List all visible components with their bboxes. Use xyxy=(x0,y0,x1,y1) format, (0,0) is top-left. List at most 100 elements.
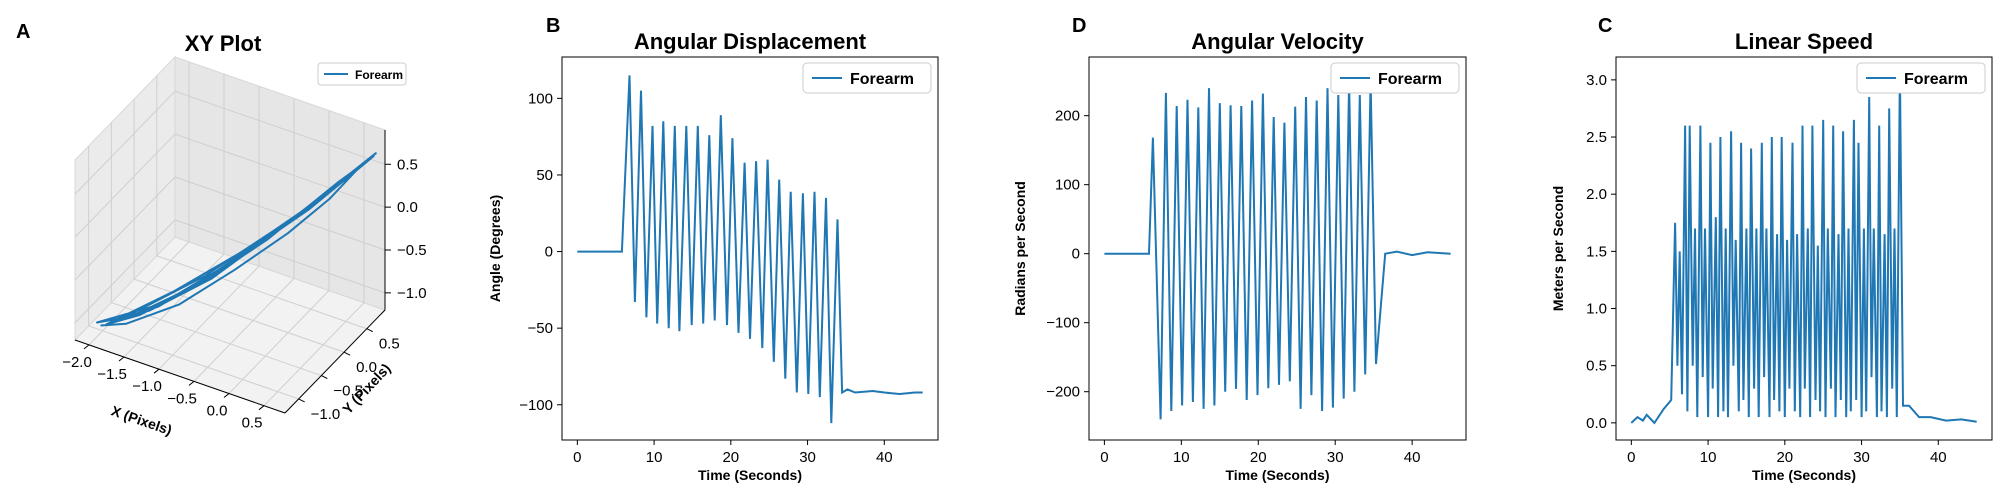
x-tick-label: −1.0 xyxy=(132,378,162,395)
y-tick-label: 0.0 xyxy=(356,359,377,376)
y-tick-label: 2.5 xyxy=(1586,129,1607,146)
x-tick-label: 40 xyxy=(876,449,893,466)
grid-line xyxy=(110,122,322,377)
x-tick-mark xyxy=(188,380,195,386)
legend-label: Forearm xyxy=(1904,71,1968,88)
x-axis-label: Time (Seconds) xyxy=(698,467,802,483)
z-tick-label: 0.0 xyxy=(397,199,418,216)
trajectory-line-forearm xyxy=(96,152,377,327)
x-tick-label: 20 xyxy=(1776,449,1793,466)
legend-label: Forearm xyxy=(355,68,403,82)
z-tick-label: −0.5 xyxy=(397,242,427,259)
y-axis-line xyxy=(284,309,386,414)
legend: Forearm xyxy=(317,62,407,86)
x-tick-label: −1.5 xyxy=(97,366,127,383)
x-tick-label: 10 xyxy=(1173,449,1190,466)
series-line-forearm xyxy=(577,75,923,424)
y-tick-mark xyxy=(366,328,374,333)
x-tick-label: 40 xyxy=(1404,449,1421,466)
y-tick-label: −0.5 xyxy=(333,383,363,400)
grid-line xyxy=(74,176,386,281)
x-tick-label: 0 xyxy=(1100,449,1108,466)
y-tick-label: −50 xyxy=(528,320,553,337)
y-axis-label: Meters per Second xyxy=(1550,186,1566,311)
grid-line xyxy=(263,122,365,407)
panel-label: A xyxy=(16,21,30,43)
panel-label: C xyxy=(1598,15,1612,37)
grid-line xyxy=(158,86,260,370)
x-tick-mark xyxy=(223,393,230,398)
grid-line xyxy=(156,75,367,330)
x-tick-label: 10 xyxy=(646,449,663,466)
grid-line xyxy=(228,110,330,394)
legend: Forearm xyxy=(1330,62,1460,94)
y-tick-label: 100 xyxy=(1055,177,1080,194)
chart-title: Linear Speed xyxy=(1735,29,1873,54)
x-tick-label: 0 xyxy=(1627,449,1635,466)
chart-title: Angular Displacement xyxy=(634,29,867,54)
panel-label: D xyxy=(1072,15,1086,37)
y-tick-label: −200 xyxy=(1046,384,1080,401)
y-tick-label: 100 xyxy=(528,90,553,107)
grid-line xyxy=(88,61,190,346)
x-tick-label: 10 xyxy=(1700,449,1717,466)
y-tick-label: −100 xyxy=(519,397,553,414)
legend-box xyxy=(1856,62,1986,94)
x-tick-label: 30 xyxy=(1853,449,1870,466)
x-axis-line xyxy=(74,339,286,414)
legend-label: Forearm xyxy=(850,71,914,88)
x-tick-label: 30 xyxy=(799,449,816,466)
y-tick-label: 3.0 xyxy=(1586,72,1607,89)
y-tick-label: 1.5 xyxy=(1586,243,1607,260)
legend: Forearm xyxy=(1856,62,1986,94)
x-axis-label: Time (Seconds) xyxy=(1752,467,1856,483)
y-tick-label: 1.0 xyxy=(1586,301,1607,318)
chart-title: Angular Velocity xyxy=(1191,29,1364,54)
legend-label: Forearm xyxy=(1378,71,1442,88)
x-axis-label: X (Pixels) xyxy=(109,402,174,438)
y-tick-label: 2.0 xyxy=(1586,186,1607,203)
y-tick-mark xyxy=(321,375,328,379)
x-tick-label: 0.5 xyxy=(242,415,263,432)
grid-line xyxy=(123,74,225,358)
grid-line xyxy=(74,90,386,195)
x-tick-mark xyxy=(118,356,125,362)
y-axis-label: Radians per Second xyxy=(1012,181,1028,316)
legend-box xyxy=(1330,62,1460,94)
panel-B: B Angular Displacement 0 10 20 30 40 −100 −50 0 50… xyxy=(487,15,939,483)
x-tick-label: 0 xyxy=(573,449,581,466)
y-tick-mark xyxy=(298,398,305,403)
y-tick-label: 0 xyxy=(545,244,553,261)
panel-label: B xyxy=(546,15,560,37)
chart-title: XY Plot xyxy=(185,31,262,56)
plot-frame xyxy=(561,56,939,441)
x-axis-label: Time (Seconds) xyxy=(1226,467,1330,483)
x-tick-label: 20 xyxy=(1250,449,1267,466)
x-tick-label: −2.0 xyxy=(62,354,92,371)
legend-box xyxy=(802,62,932,94)
plot-frame xyxy=(1615,56,1993,441)
panel-A: −2.0−1.5−1.0−0.50.00.5−1.0−0.50.00.5−1.0… xyxy=(16,21,427,438)
y-tick-label: −1.0 xyxy=(311,406,341,423)
x-tick-label: 0.0 xyxy=(207,403,228,420)
z-tick-label: −1.0 xyxy=(397,285,427,302)
y-tick-label: 200 xyxy=(1055,108,1080,125)
series-line-forearm xyxy=(1104,81,1451,420)
y-tick-label: 0.5 xyxy=(379,336,400,353)
y-tick-mark xyxy=(343,351,351,356)
grid-line xyxy=(193,98,295,382)
x-tick-label: 40 xyxy=(1930,449,1947,466)
y-tick-label: −100 xyxy=(1046,315,1080,332)
y-tick-label: 0.5 xyxy=(1586,358,1607,375)
y-axis-label: Angle (Degrees) xyxy=(487,195,503,302)
x-tick-label: 30 xyxy=(1327,449,1344,466)
y-tick-label: 50 xyxy=(536,167,553,184)
y-tick-label: 0.0 xyxy=(1586,415,1607,432)
grid-line xyxy=(74,219,386,324)
panel-D: D Angular Velocity 0 10 20 30 40 −200 −100 0 100 20… xyxy=(1012,15,1467,483)
y-tick-label: 0 xyxy=(1072,246,1080,263)
legend: Forearm xyxy=(802,62,932,94)
x-tick-mark xyxy=(258,405,265,411)
grid-line xyxy=(74,133,386,238)
